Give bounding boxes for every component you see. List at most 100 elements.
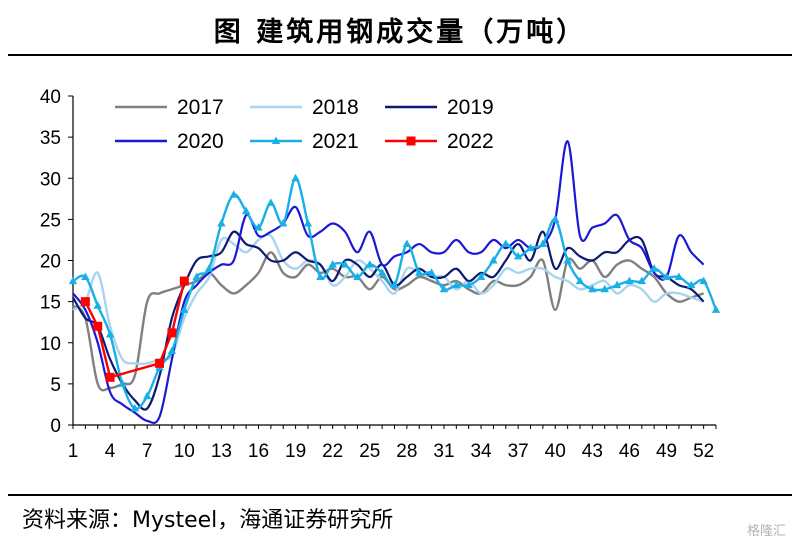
data-point-2021 (662, 272, 671, 280)
data-point-2021 (551, 214, 560, 223)
data-point-2021 (464, 280, 473, 289)
data-point-2021 (353, 272, 362, 280)
legend-item-2022: 2022 (385, 130, 494, 153)
y-tick-label: 25 (40, 210, 61, 231)
data-point-2021 (575, 276, 585, 285)
data-point-2021 (501, 239, 510, 248)
data-point-2021 (711, 305, 721, 313)
watermark-text: 格隆汇 (746, 524, 786, 539)
x-tick-label: 13 (211, 441, 232, 462)
legend-marker (271, 136, 281, 144)
source-divider (8, 494, 792, 496)
series-line-2018 (72, 233, 705, 366)
x-tick-label: 40 (545, 441, 566, 462)
data-point-2021 (365, 260, 374, 268)
data-point-2022 (179, 276, 189, 286)
x-tick-label: 43 (582, 441, 603, 462)
legend-label: 2018 (312, 96, 359, 119)
legend-label: 2019 (447, 96, 494, 119)
y-tick-label: 40 (40, 87, 61, 108)
data-point-2021 (340, 260, 350, 268)
data-point-2021 (130, 404, 140, 412)
legend-item-2020: 2020 (115, 130, 224, 153)
data-point-2021 (625, 276, 634, 285)
legend-label: 2020 (177, 130, 224, 153)
series-2018 (72, 233, 705, 366)
data-point-2022 (80, 297, 90, 307)
x-tick-label: 10 (174, 441, 195, 462)
data-point-2021 (427, 268, 436, 276)
x-tick-label: 52 (693, 441, 714, 462)
x-tick-label: 7 (142, 441, 153, 462)
data-point-2021 (291, 173, 300, 182)
data-point-2021 (563, 256, 572, 264)
data-point-2021 (241, 206, 251, 215)
data-point-2021 (476, 272, 486, 280)
data-point-2021 (377, 268, 387, 276)
data-point-2021 (192, 272, 201, 280)
x-tick-label: 19 (285, 441, 306, 462)
x-tick-label: 37 (508, 441, 529, 462)
x-tick-label: 4 (105, 441, 116, 462)
data-point-2021 (612, 280, 622, 289)
x-tick-label: 46 (619, 441, 640, 462)
data-point-2021 (526, 243, 535, 252)
data-point-2021 (328, 260, 337, 268)
data-point-2021 (452, 280, 461, 289)
series-2019 (72, 230, 705, 411)
data-point-2021 (105, 330, 115, 338)
series-line-2019 (72, 230, 705, 411)
legend-marker (406, 136, 416, 146)
data-point-2021 (254, 223, 263, 231)
x-tick-label: 16 (248, 441, 269, 462)
source-note: 资料来源：Mysteel，海通证券研究所 (22, 508, 394, 533)
series-2022 (80, 276, 189, 382)
x-tick-label: 25 (359, 441, 380, 462)
data-point-2021 (81, 272, 90, 280)
y-tick-label: 15 (40, 293, 61, 314)
x-tick-label: 49 (656, 441, 677, 462)
data-point-2021 (229, 190, 238, 198)
legend-item-2019: 2019 (385, 96, 494, 119)
legend-label: 2021 (312, 130, 359, 153)
data-point-2021 (649, 264, 659, 272)
data-point-2021 (217, 218, 226, 227)
y-tick-label: 10 (40, 334, 61, 355)
legend-item-2017: 2017 (115, 96, 224, 119)
axes: 0 5 10 15 20 25 30 35 40 1 4 7 10 13 16 19 22 25 28 31 34 37 4… (40, 87, 717, 462)
x-tick-label: 31 (433, 441, 454, 462)
data-point-2021 (68, 276, 78, 285)
series-layer (68, 140, 721, 425)
series-line-2020 (72, 140, 705, 425)
data-point-2021 (204, 264, 214, 272)
x-tick-label: 28 (396, 441, 417, 462)
data-point-2021 (637, 276, 647, 285)
data-point-2021 (266, 198, 276, 206)
legend-item-2018: 2018 (250, 96, 359, 119)
title-divider (8, 54, 792, 56)
data-point-2021 (303, 218, 313, 227)
data-point-2021 (118, 379, 127, 387)
y-tick-label: 0 (50, 416, 61, 437)
data-point-2021 (674, 272, 684, 280)
data-point-2021 (415, 268, 424, 276)
data-point-2021 (439, 284, 449, 293)
data-point-2022 (93, 321, 103, 331)
legend: 2017 2018 2019 2020 2021 2022 (115, 96, 494, 153)
data-point-2021 (687, 280, 696, 289)
y-tick-label: 20 (40, 252, 61, 273)
legend-item-2021: 2021 (250, 130, 359, 153)
data-point-2021 (600, 284, 609, 293)
legend-label: 2017 (177, 96, 224, 119)
chart-title: 图 建筑用钢成交量（万吨） (213, 17, 587, 48)
x-tick-label: 34 (470, 441, 492, 462)
y-tick-label: 35 (40, 128, 61, 149)
data-point-2021 (279, 218, 288, 227)
series-2021 (68, 173, 721, 412)
y-tick-label: 30 (40, 169, 61, 190)
data-point-2021 (142, 391, 152, 400)
data-point-2021 (489, 256, 498, 264)
x-tick-label: 22 (322, 441, 343, 462)
